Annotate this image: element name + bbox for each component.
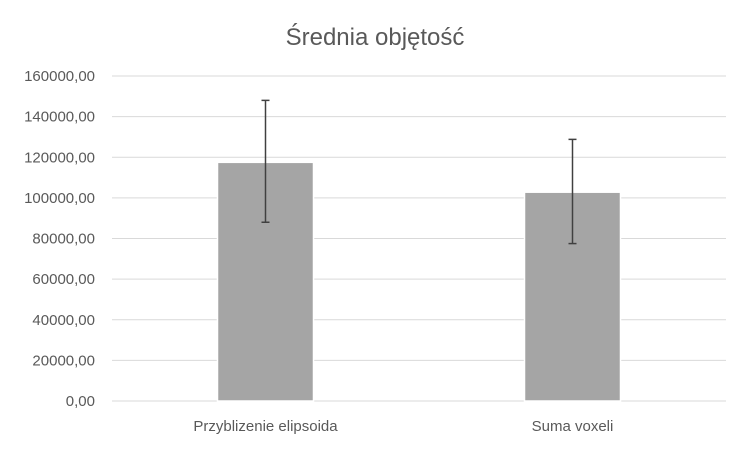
y-tick-label: 120000,00 (24, 149, 95, 166)
y-tick-label: 0,00 (66, 393, 95, 410)
y-tick-label: 160000,00 (24, 68, 95, 85)
chart-title: Średnia objętość (286, 23, 465, 51)
y-axis-tick-labels: 0,00 20000,00 40000,00 60000,00 80000,00 1000… (24, 68, 95, 410)
y-tick-label: 40000,00 (32, 312, 95, 329)
y-tick-label: 100000,00 (24, 190, 95, 207)
error-bar (568, 138, 577, 245)
y-tick-label: 80000,00 (32, 231, 95, 248)
x-tick-label: Przyblizenie elipsoida (193, 418, 338, 435)
x-tick-label: Suma voxeli (532, 418, 614, 435)
x-axis-tick-labels: Przyblizenie elipsoida Suma voxeli (193, 418, 613, 435)
y-tick-label: 60000,00 (32, 271, 95, 288)
error-bar (261, 99, 270, 223)
y-tick-label: 140000,00 (24, 109, 95, 126)
y-tick-label: 20000,00 (32, 352, 95, 369)
gridlines (112, 75, 726, 402)
error-bars (261, 99, 577, 245)
